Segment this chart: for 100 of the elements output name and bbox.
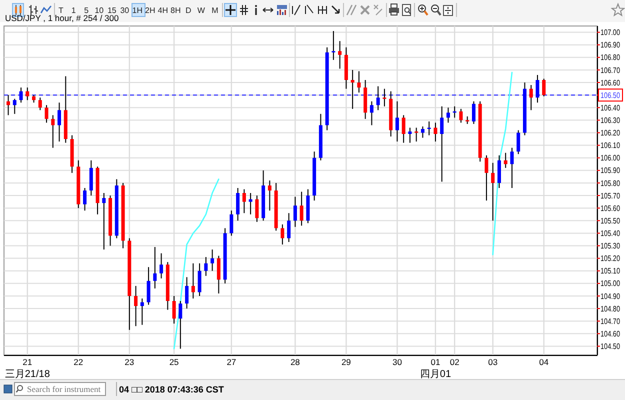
candlestick (172, 295, 176, 324)
y-tick-label: 105.10 (600, 266, 625, 276)
line-series (173, 178, 220, 350)
candlestick (6, 94, 10, 116)
y-tick-label: 105.30 (600, 242, 625, 251)
candlestick (178, 300, 182, 350)
text: 04 □□ 2018 07:43:36 CST (119, 384, 224, 394)
candlestick (255, 195, 259, 222)
candlestick (242, 188, 246, 214)
y-tick-label: 106.00 (600, 154, 625, 163)
x-tick-label: 30 (392, 357, 402, 367)
candlestick (529, 84, 533, 111)
candlestick (191, 262, 195, 299)
candlestick (427, 120, 431, 136)
y-tick-label: 105.50 (600, 216, 625, 226)
y-tick-label: 105.60 (600, 204, 625, 213)
y-tick-label: 105.70 (600, 191, 625, 200)
candlestick (146, 266, 150, 306)
candlestick (510, 147, 514, 188)
candlestick (210, 249, 214, 272)
y-tick-label: 104.60 (600, 329, 625, 338)
candlestick (459, 108, 463, 124)
candlestick (472, 100, 476, 124)
line-series (492, 72, 513, 256)
chart-title: USD/JPY , 1 hour, # 254 / 300 (5, 13, 119, 23)
x-tick-label: 04 (539, 357, 549, 367)
y-tick-label: 106.20 (600, 128, 625, 138)
y-tick-label: 105.20 (600, 254, 625, 264)
candlestick (287, 212, 291, 242)
candlestick (350, 69, 354, 110)
candlestick (338, 40, 342, 70)
candlestick (153, 246, 157, 289)
candlestick (38, 97, 42, 111)
y-tick-label: 104.70 (600, 316, 625, 326)
text: 三月21/18 (4, 369, 50, 380)
candlestick (420, 126, 424, 138)
x-tick-label: 22 (74, 357, 84, 367)
candlestick (204, 256, 208, 276)
candlestick (160, 252, 164, 279)
candlestick (357, 70, 361, 94)
candlestick (44, 104, 48, 124)
y-tick-label: 105.40 (600, 228, 625, 238)
y-tick-label: 104.80 (600, 304, 625, 314)
candlestick (293, 196, 297, 228)
candlestick (185, 276, 189, 310)
candlestick (102, 192, 106, 250)
candlestick (446, 107, 450, 124)
candlestick (516, 130, 520, 155)
candlestick (332, 30, 336, 60)
text: 四月01 (420, 369, 452, 380)
candlestick (536, 74, 540, 104)
y-tick-label: 106.40 (600, 103, 625, 112)
candlestick (248, 192, 252, 215)
x-tick-label: 03 (488, 357, 498, 367)
candlestick (268, 180, 272, 212)
candlestick (236, 187, 240, 222)
x-tick-label: 21 (22, 357, 32, 367)
candlestick (12, 98, 16, 114)
x-tick-label: 29 (341, 357, 352, 367)
candlestick (140, 298, 144, 326)
candlestick (216, 255, 220, 294)
candlestick (26, 87, 30, 101)
candlestick (395, 100, 399, 142)
y-tick-label: 106.90 (600, 40, 625, 50)
x-tick-label: 23 (124, 357, 134, 367)
candlestick (198, 262, 202, 296)
candlestick (19, 87, 23, 104)
y-tick-label: 104.50 (600, 342, 625, 352)
candlestick (58, 102, 62, 142)
y-tick-label: 105.80 (600, 178, 625, 188)
candlestick (134, 285, 138, 327)
ref-line-label: 106.50 (600, 90, 625, 100)
y-tick-label: 104.90 (600, 292, 625, 301)
y-tick-label: 106.80 (600, 53, 625, 62)
x-tick-label: 02 (450, 357, 460, 367)
candlestick (402, 114, 406, 144)
candlestick (434, 122, 438, 142)
candlestick (230, 210, 234, 236)
y-tick-label: 105.90 (600, 166, 625, 176)
y-tick-label: 107.00 (600, 28, 625, 38)
text: Search for instrument (27, 384, 102, 394)
candlestick (484, 154, 488, 202)
candlestick (51, 114, 55, 148)
candlestick (491, 162, 495, 222)
y-tick-label: 105.00 (600, 279, 625, 288)
candlestick (497, 154, 501, 188)
x-tick-label: 28 (290, 357, 300, 367)
candlestick (382, 88, 386, 107)
candlestick (83, 187, 87, 212)
candlestick (542, 78, 546, 97)
candlestick (440, 106, 444, 182)
y-tick-label: 106.60 (600, 78, 625, 88)
candlestick (370, 100, 374, 126)
candlestick (408, 127, 412, 144)
x-tick-label: 25 (169, 357, 180, 367)
y-tick-label: 106.70 (600, 66, 625, 75)
x-tick-label: 27 (226, 357, 236, 367)
candlestick (300, 191, 304, 226)
x-tick-label: 01 (430, 357, 440, 367)
candlestick (280, 224, 284, 245)
